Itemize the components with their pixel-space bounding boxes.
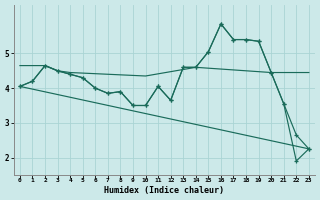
X-axis label: Humidex (Indice chaleur): Humidex (Indice chaleur) [104,186,224,195]
